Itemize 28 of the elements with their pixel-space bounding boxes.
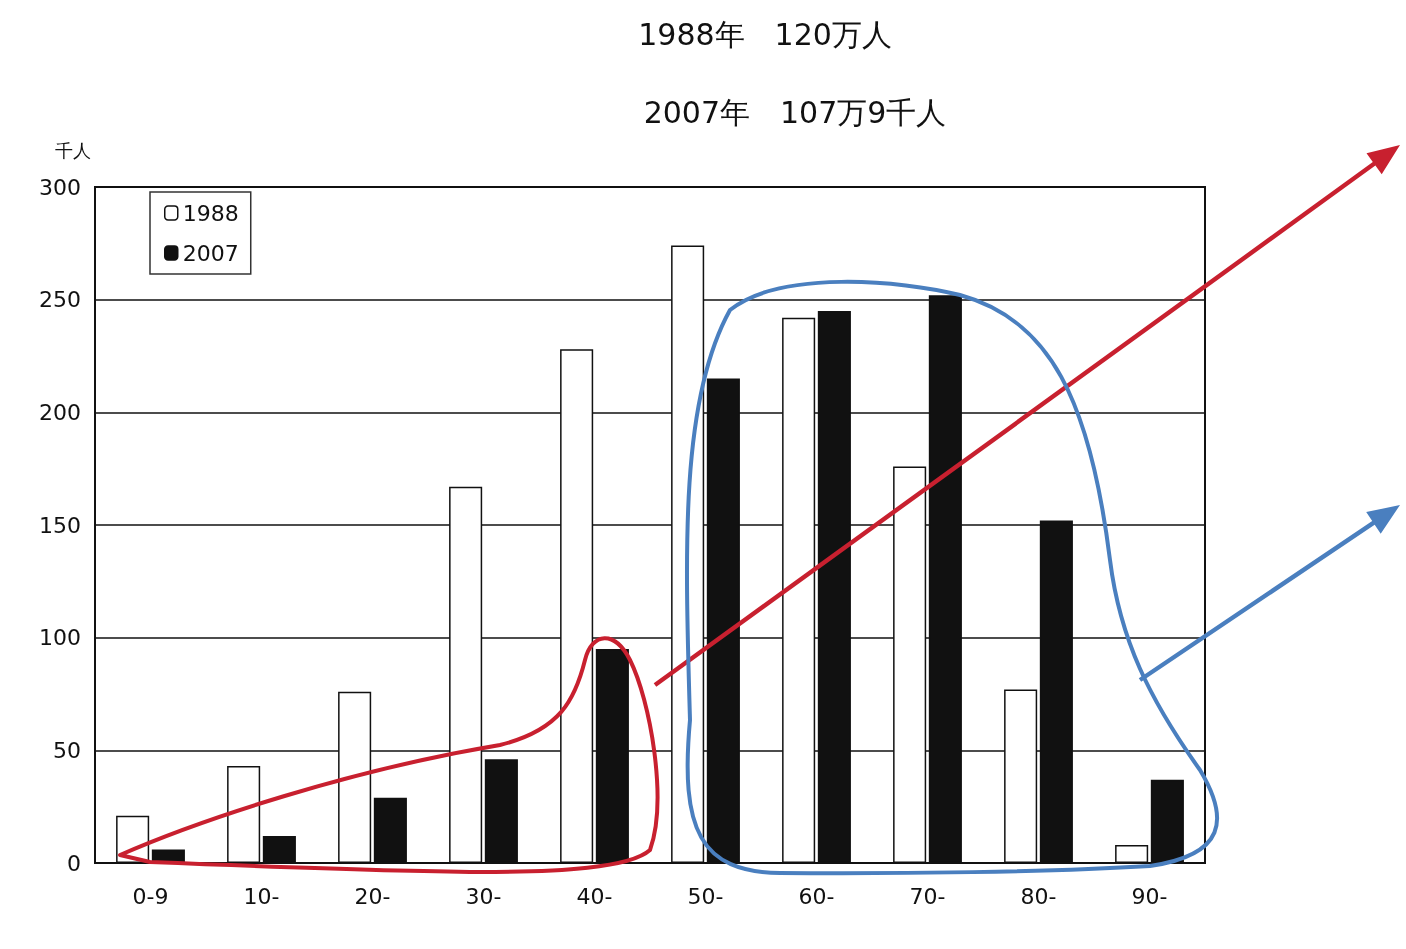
y-tick-label: 300 — [39, 174, 81, 200]
x-tick-label: 20- — [354, 883, 391, 909]
x-tick-label: 70- — [909, 883, 946, 909]
x-tick-label: 80- — [1020, 883, 1057, 909]
legend-label: 1988 — [182, 200, 239, 226]
x-tick-label: 60- — [798, 883, 835, 909]
y-tick-label: 100 — [39, 625, 81, 651]
bar — [262, 835, 296, 863]
y-tick-label: 250 — [39, 287, 81, 313]
x-tick-label: 0-9 — [132, 883, 169, 909]
y-tick-label: 50 — [53, 737, 81, 763]
y-tick-label: 150 — [39, 512, 81, 538]
x-tick-label: 10- — [243, 883, 280, 909]
x-tick-label: 90- — [1131, 883, 1168, 909]
chart-title: 1988年 120万人 — [638, 16, 892, 52]
bar — [1115, 844, 1149, 863]
x-tick-label: 50- — [687, 883, 724, 909]
legend-label: 2007 — [182, 240, 239, 266]
x-tick-label: 40- — [576, 883, 613, 909]
bar — [484, 759, 518, 863]
chart-subtitle: 2007年 107万9千人 — [643, 94, 947, 130]
bar — [373, 797, 407, 863]
y-tick-label: 0 — [67, 850, 81, 876]
x-tick-label: 30- — [465, 883, 502, 909]
y-axis-title: 千人 — [55, 139, 91, 161]
bar — [1150, 779, 1184, 863]
bar — [227, 766, 261, 863]
y-tick-label: 200 — [39, 399, 81, 425]
